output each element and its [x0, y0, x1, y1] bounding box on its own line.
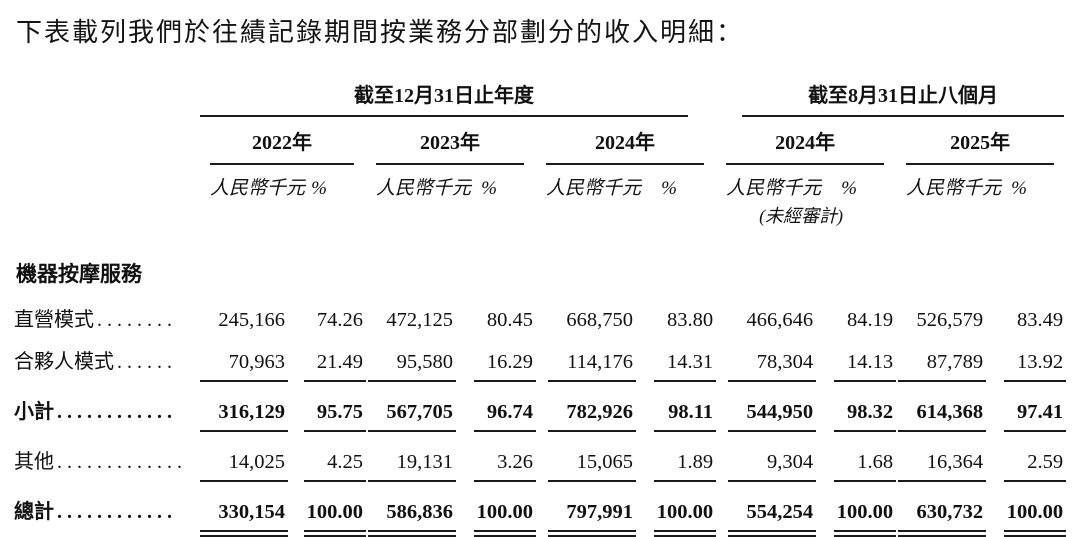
- data-cell: 554,254: [728, 501, 817, 537]
- row-label: 直營模式........: [14, 309, 177, 331]
- data-cell: 14.31: [654, 351, 717, 382]
- group-header-eight-months: 截至8月31日止八個月: [742, 75, 1065, 117]
- leader-dots: ......: [117, 351, 177, 373]
- table-row-total: 總計............ 330,154 100.00 586,836 10…: [14, 482, 1067, 537]
- unit-label: 人民幣千元: [546, 178, 642, 199]
- row-label: 小計............: [14, 401, 177, 423]
- unit-label: 人民幣千元: [376, 178, 472, 199]
- pct-label: %: [661, 178, 677, 199]
- data-cell: 797,991: [548, 501, 636, 537]
- data-cell: 87,789: [898, 351, 987, 382]
- data-cell: 95.75: [304, 401, 366, 432]
- data-cell: 100.00: [654, 501, 717, 537]
- table-row-subtotal: 小計............ 316,129 95.75 567,705 96.…: [14, 382, 1067, 432]
- data-cell: 9,304: [728, 451, 817, 482]
- data-cell: 100.00: [304, 501, 366, 537]
- section-header: 機器按摩服務: [16, 263, 142, 286]
- data-cell: 466,646: [746, 309, 814, 331]
- group-header-annual: 截至12月31日止年度: [200, 75, 689, 117]
- leader-dots: .............: [57, 451, 187, 473]
- data-cell: 14,025: [200, 451, 288, 482]
- data-cell: 114,176: [548, 351, 636, 382]
- data-cell: 13.92: [1004, 351, 1067, 382]
- unaudited-note-row: (未經審計): [14, 200, 1066, 228]
- data-cell: 1.68: [834, 451, 897, 482]
- unit-label: 人民幣千元: [726, 178, 822, 199]
- unit-header-row: 人民幣千元 % 人民幣千元 % 人民幣千元 % 人民幣千元 % 人民幣千元 %: [14, 165, 1066, 200]
- year-header-2024: 2024年: [546, 117, 705, 165]
- data-cell: 70,963: [200, 351, 288, 382]
- year-header-2024-8m: 2024年: [726, 117, 885, 165]
- data-cell: 100.00: [1004, 501, 1067, 537]
- pct-label: %: [841, 178, 857, 199]
- data-cell: 330,154: [200, 501, 288, 537]
- row-label: 總計............: [14, 501, 177, 523]
- unaudited-note: (未經審計): [759, 206, 844, 226]
- data-cell: 83.49: [1016, 309, 1064, 331]
- year-header-2023: 2023年: [376, 117, 524, 165]
- data-cell: 95,580: [368, 351, 456, 382]
- data-cell: 83.80: [666, 309, 714, 331]
- data-cell: 544,950: [728, 401, 817, 432]
- leader-dots: ............: [57, 401, 177, 423]
- data-cell: 96.74: [474, 401, 536, 432]
- page-title: 下表載列我們於往績記錄期間按業務分部劃分的收入明細：: [16, 18, 745, 47]
- data-cell: 3.26: [474, 451, 536, 482]
- data-cell: 98.11: [654, 401, 717, 432]
- data-cell: 21.49: [304, 351, 366, 382]
- table-row-direct-model: 直營模式........ 245,166 74.26 472,125 80.45…: [14, 290, 1066, 332]
- data-cell: 472,125: [386, 309, 453, 331]
- data-cell: 15,065: [548, 451, 636, 482]
- data-cell: 78,304: [728, 351, 817, 382]
- data-cell: 2.59: [1004, 451, 1067, 482]
- year-header-row: 2022年 2023年 2024年 2024年 2025年: [14, 117, 1066, 165]
- data-cell: 668,750: [566, 309, 633, 331]
- table-row-others: 其他............. 14,025 4.25 19,131 3.26 …: [14, 432, 1067, 482]
- data-cell: 80.45: [486, 309, 533, 331]
- data-cell: 16.29: [474, 351, 536, 382]
- data-cell: 100.00: [834, 501, 897, 537]
- pct-label: %: [1011, 178, 1027, 199]
- row-label: 其他.............: [14, 451, 187, 473]
- data-cell: 586,836: [368, 501, 456, 537]
- data-cell: 245,166: [218, 309, 285, 331]
- data-cell: 97.41: [1004, 401, 1067, 432]
- pct-label: %: [311, 178, 327, 199]
- leader-dots: ........: [97, 309, 177, 331]
- data-cell: 19,131: [368, 451, 456, 482]
- data-cell: 98.32: [834, 401, 897, 432]
- data-cell: 4.25: [304, 451, 366, 482]
- data-cell: 14.13: [834, 351, 897, 382]
- year-header-2022: 2022年: [210, 117, 354, 165]
- data-cell: 630,732: [898, 501, 987, 537]
- row-label: 合夥人模式......: [14, 351, 177, 373]
- data-cell: 1.89: [654, 451, 717, 482]
- data-cell: 84.19: [846, 309, 894, 331]
- data-cell: 100.00: [474, 501, 536, 537]
- data-cell: 614,368: [898, 401, 987, 432]
- data-cell: 316,129: [200, 401, 288, 432]
- year-header-2025-8m: 2025年: [906, 117, 1055, 165]
- data-cell: 16,364: [898, 451, 987, 482]
- data-cell: 782,926: [548, 401, 636, 432]
- unit-label: 人民幣千元: [906, 178, 1002, 199]
- data-cell: 567,705: [368, 401, 456, 432]
- group-header-row: 截至12月31日止年度 截至8月31日止八個月: [14, 75, 1066, 117]
- table-row-partner-model: 合夥人模式...... 70,963 21.49 95,580 16.29 11…: [14, 332, 1067, 382]
- pct-label: %: [481, 178, 497, 199]
- data-cell: 74.26: [316, 309, 363, 331]
- revenue-by-segment-table: 截至12月31日止年度 截至8月31日止八個月 2022年 2023年 2024…: [14, 75, 1067, 537]
- leader-dots: ............: [57, 501, 177, 523]
- section-header-row: 機器按摩服務: [14, 228, 1066, 290]
- data-cell: 526,579: [916, 309, 984, 331]
- unit-label: 人民幣千元: [210, 178, 306, 199]
